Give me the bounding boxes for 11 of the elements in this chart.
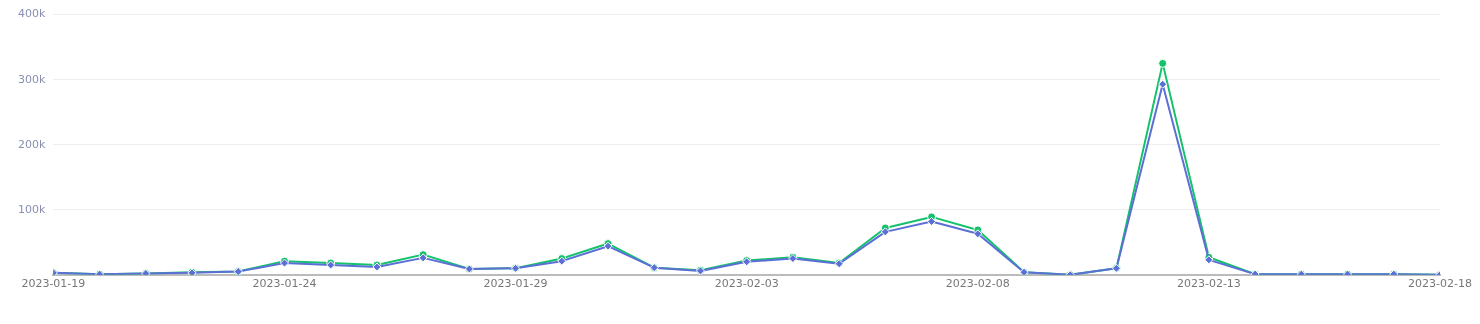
x-tick-label: 2023-02-18 xyxy=(1408,277,1472,291)
y-tick-label: 400k xyxy=(17,7,46,21)
x-tick-label: 2023-01-19 xyxy=(21,277,86,291)
x-tick-label: 2023-01-29 xyxy=(483,277,548,291)
x-tick-label: 2023-02-13 xyxy=(1176,277,1241,291)
x-tick-label: 2023-01-24 xyxy=(252,277,317,291)
x-tick-label: 2023-02-08 xyxy=(945,277,1010,291)
y-tick-label: 300k xyxy=(17,72,46,86)
y-tick-label: 200k xyxy=(17,137,46,151)
x-tick-label: 2023-02-03 xyxy=(714,277,779,291)
y-tick-label: 100k xyxy=(17,202,46,216)
